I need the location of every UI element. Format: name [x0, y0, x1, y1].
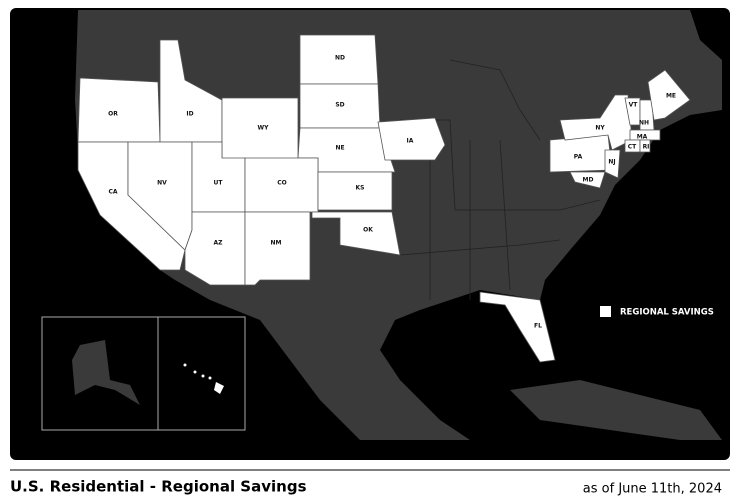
state-label: OR [108, 111, 118, 118]
state-label: FL [534, 323, 542, 330]
state-label: OK [363, 227, 373, 234]
state-label: WY [258, 125, 270, 132]
state-label: MD [583, 177, 594, 184]
state-label: ME [666, 93, 676, 100]
hawaii [183, 363, 224, 394]
state-label: VT [629, 102, 639, 109]
state-label: MA [637, 134, 648, 141]
state-label: CA [108, 189, 117, 196]
state-label: RI [643, 144, 650, 151]
state-label: NH [639, 120, 649, 127]
state-label: CT [628, 144, 637, 151]
state-label: IA [407, 138, 414, 145]
state-label: UT [214, 180, 224, 187]
alaska [72, 340, 140, 405]
state-label: KS [356, 185, 365, 192]
insets [41, 316, 246, 431]
state-label: ID [186, 111, 193, 118]
legend-label: REGIONAL SAVINGS [620, 308, 714, 318]
state-label: PA [574, 154, 583, 161]
state-label: NE [335, 145, 344, 152]
state-label: ND [335, 55, 345, 62]
state-label: NM [271, 240, 282, 247]
state-label: NY [595, 125, 605, 132]
state-label: NJ [608, 159, 615, 166]
state-label: NV [157, 180, 167, 187]
state-label: AZ [214, 240, 224, 247]
state-label: CO [277, 180, 287, 187]
legend-swatch [600, 306, 611, 317]
highlighted-states [77, 34, 691, 363]
footer-date: as of June 11th, 2024 [583, 482, 722, 497]
state-label: SD [335, 102, 344, 109]
state-labels: OR ID WY ND SD NE CA NV UT CO KS OK AZ NM IA FL PA NY VT NH… [108, 55, 676, 330]
footer-title: U.S. Residential - Regional Savings [10, 478, 307, 496]
hawaii-inset [157, 316, 246, 431]
